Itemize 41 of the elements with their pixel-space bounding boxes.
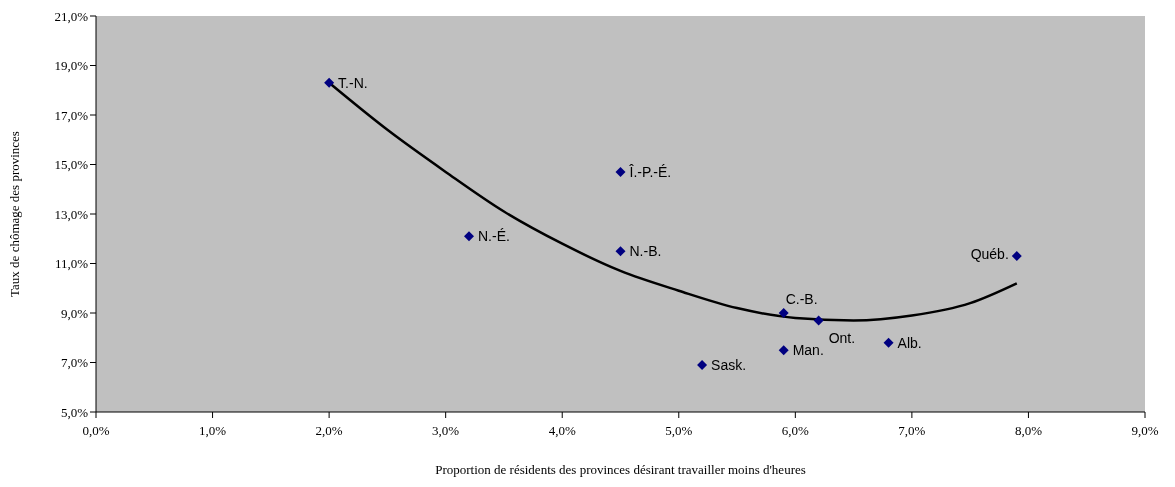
x-tick-label: 7,0% [898,423,926,439]
point [813,315,824,326]
point [883,337,894,348]
x-tick-label: 3,0% [432,423,460,439]
x-tick-label: 5,0% [665,423,693,439]
point [324,77,335,88]
x-tick-label: 2,0% [315,423,343,439]
y-tick-label: 5,0% [60,404,89,420]
point [778,308,789,318]
y-tick-label: 13,0% [54,206,89,222]
annotation: Man. [792,342,824,359]
point [615,246,626,257]
x-tick-label: 0,0% [82,423,110,439]
annotation: Québ. [970,245,1009,262]
y-tick-label: 21,0% [54,8,89,24]
y-tick-label: 7,0% [60,355,89,371]
annotation: N.-B. [629,243,662,260]
y-axis-title: Taux de chômage des provinces [6,131,22,297]
x-tick-label: 6,0% [781,423,810,439]
y-tick-label: 9,0% [60,305,89,321]
x-tick-label: 1,0% [199,423,227,439]
annotation: T.-N. [338,74,368,91]
annotation: N.-É. [477,228,510,245]
point [697,359,708,370]
x-axis-title: Proportion de résidents des provinces désirant travailler moins d'heures [435,462,806,477]
point [778,345,789,356]
annotation: C.-B. [785,290,818,307]
y-tick-label: 17,0% [54,107,89,123]
x-tick-label: 4,0% [548,423,576,439]
y-tick-label: 19,0% [54,58,89,74]
point [1011,251,1022,262]
x-tick-label: 9,0% [1131,423,1159,439]
point [463,231,474,242]
point [615,166,626,177]
y-tick-label: 15,0% [54,157,89,173]
annotation: Ont. [828,330,856,347]
x-tick-label: 8,0% [1014,423,1043,439]
annotation: Sask. [711,356,747,373]
y-tick-label: 11,0% [54,256,89,272]
annotation: Alb. [897,334,922,351]
annotation: Î.-P.-É. [628,163,672,180]
